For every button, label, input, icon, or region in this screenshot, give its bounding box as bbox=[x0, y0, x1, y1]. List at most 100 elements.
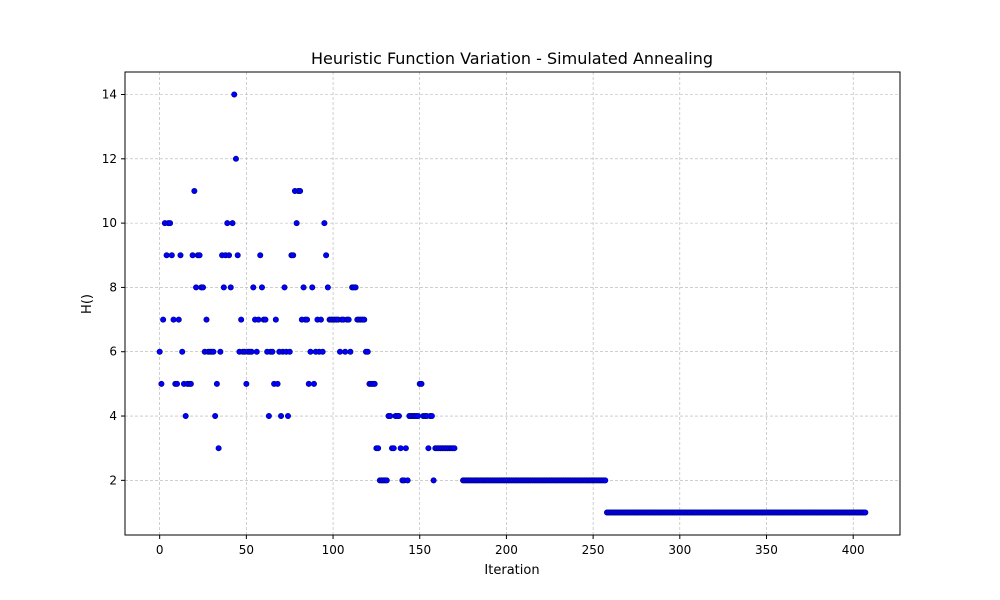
y-tick-label: 14 bbox=[102, 88, 117, 102]
data-point bbox=[193, 284, 200, 291]
x-tick-label: 0 bbox=[156, 543, 164, 557]
data-points bbox=[156, 91, 869, 516]
data-point bbox=[210, 348, 217, 355]
data-point bbox=[324, 284, 331, 291]
x-tick-label: 50 bbox=[239, 543, 254, 557]
data-point bbox=[262, 316, 269, 323]
data-point bbox=[430, 477, 437, 484]
data-point bbox=[404, 477, 411, 484]
data-point bbox=[248, 348, 255, 355]
x-tick-label: 250 bbox=[582, 543, 605, 557]
data-point bbox=[347, 348, 354, 355]
data-point bbox=[177, 252, 184, 259]
data-point bbox=[345, 316, 352, 323]
data-point bbox=[323, 252, 330, 259]
data-point bbox=[217, 348, 224, 355]
data-point bbox=[203, 316, 210, 323]
data-point bbox=[227, 284, 234, 291]
data-point bbox=[253, 348, 260, 355]
data-point bbox=[390, 445, 397, 452]
data-point bbox=[402, 445, 409, 452]
data-point bbox=[232, 155, 239, 162]
data-point bbox=[274, 380, 281, 387]
data-point bbox=[200, 284, 207, 291]
data-point bbox=[371, 380, 378, 387]
data-point bbox=[156, 348, 163, 355]
data-point bbox=[179, 348, 186, 355]
data-point bbox=[167, 220, 174, 227]
data-point bbox=[862, 509, 869, 516]
data-point bbox=[317, 316, 324, 323]
data-point bbox=[168, 252, 175, 259]
data-point bbox=[238, 316, 245, 323]
data-point bbox=[418, 380, 425, 387]
data-point bbox=[220, 284, 227, 291]
data-point bbox=[231, 91, 238, 98]
data-point bbox=[250, 284, 257, 291]
data-point bbox=[170, 316, 177, 323]
data-point bbox=[286, 348, 293, 355]
y-tick-label: 6 bbox=[109, 345, 117, 359]
data-point bbox=[310, 380, 317, 387]
chart-title: Heuristic Function Variation - Simulated… bbox=[311, 49, 713, 68]
data-point bbox=[383, 477, 390, 484]
data-point bbox=[265, 413, 272, 420]
data-point bbox=[451, 445, 458, 452]
data-point bbox=[182, 413, 189, 420]
x-axis-ticks: 0 50 100 150 200 250 300 350 400 bbox=[156, 535, 865, 557]
data-point bbox=[342, 348, 349, 355]
data-point bbox=[397, 445, 404, 452]
data-point bbox=[269, 348, 276, 355]
data-point bbox=[175, 316, 182, 323]
data-point bbox=[361, 316, 368, 323]
data-point bbox=[224, 220, 231, 227]
y-tick-label: 2 bbox=[109, 473, 117, 487]
y-tick-label: 8 bbox=[109, 280, 117, 294]
y-axis-ticks: 2 4 6 8 10 12 14 bbox=[102, 88, 125, 487]
x-tick-label: 300 bbox=[668, 543, 691, 557]
data-point bbox=[226, 252, 233, 259]
x-tick-label: 100 bbox=[322, 543, 345, 557]
data-point bbox=[300, 284, 307, 291]
data-point bbox=[293, 220, 300, 227]
data-point bbox=[191, 187, 198, 194]
data-point bbox=[602, 477, 609, 484]
data-point bbox=[428, 413, 435, 420]
x-tick-label: 400 bbox=[842, 543, 865, 557]
data-point bbox=[290, 252, 297, 259]
data-point bbox=[160, 316, 167, 323]
data-point bbox=[212, 413, 219, 420]
data-point bbox=[309, 284, 316, 291]
data-point bbox=[229, 220, 236, 227]
plot-frame bbox=[124, 71, 901, 536]
y-tick-label: 12 bbox=[102, 152, 117, 166]
x-tick-label: 150 bbox=[408, 543, 431, 557]
data-point bbox=[163, 252, 170, 259]
data-point bbox=[284, 413, 291, 420]
data-point bbox=[234, 252, 241, 259]
data-point bbox=[321, 220, 328, 227]
data-point bbox=[305, 380, 312, 387]
data-point bbox=[158, 380, 165, 387]
data-point bbox=[174, 380, 181, 387]
data-point bbox=[307, 348, 314, 355]
data-point bbox=[425, 445, 432, 452]
y-tick-label: 4 bbox=[109, 409, 117, 423]
data-point bbox=[364, 348, 371, 355]
data-point bbox=[187, 380, 194, 387]
data-point bbox=[215, 445, 222, 452]
data-point bbox=[395, 413, 402, 420]
data-point bbox=[257, 252, 264, 259]
data-point bbox=[189, 252, 196, 259]
data-point bbox=[319, 348, 326, 355]
data-point bbox=[196, 252, 203, 259]
data-point bbox=[272, 316, 279, 323]
data-point bbox=[243, 380, 250, 387]
data-point bbox=[213, 380, 220, 387]
x-tick-label: 350 bbox=[755, 543, 778, 557]
data-point bbox=[297, 187, 304, 194]
x-axis-label: Iteration bbox=[484, 563, 539, 578]
data-point bbox=[281, 284, 288, 291]
data-point bbox=[415, 413, 422, 420]
